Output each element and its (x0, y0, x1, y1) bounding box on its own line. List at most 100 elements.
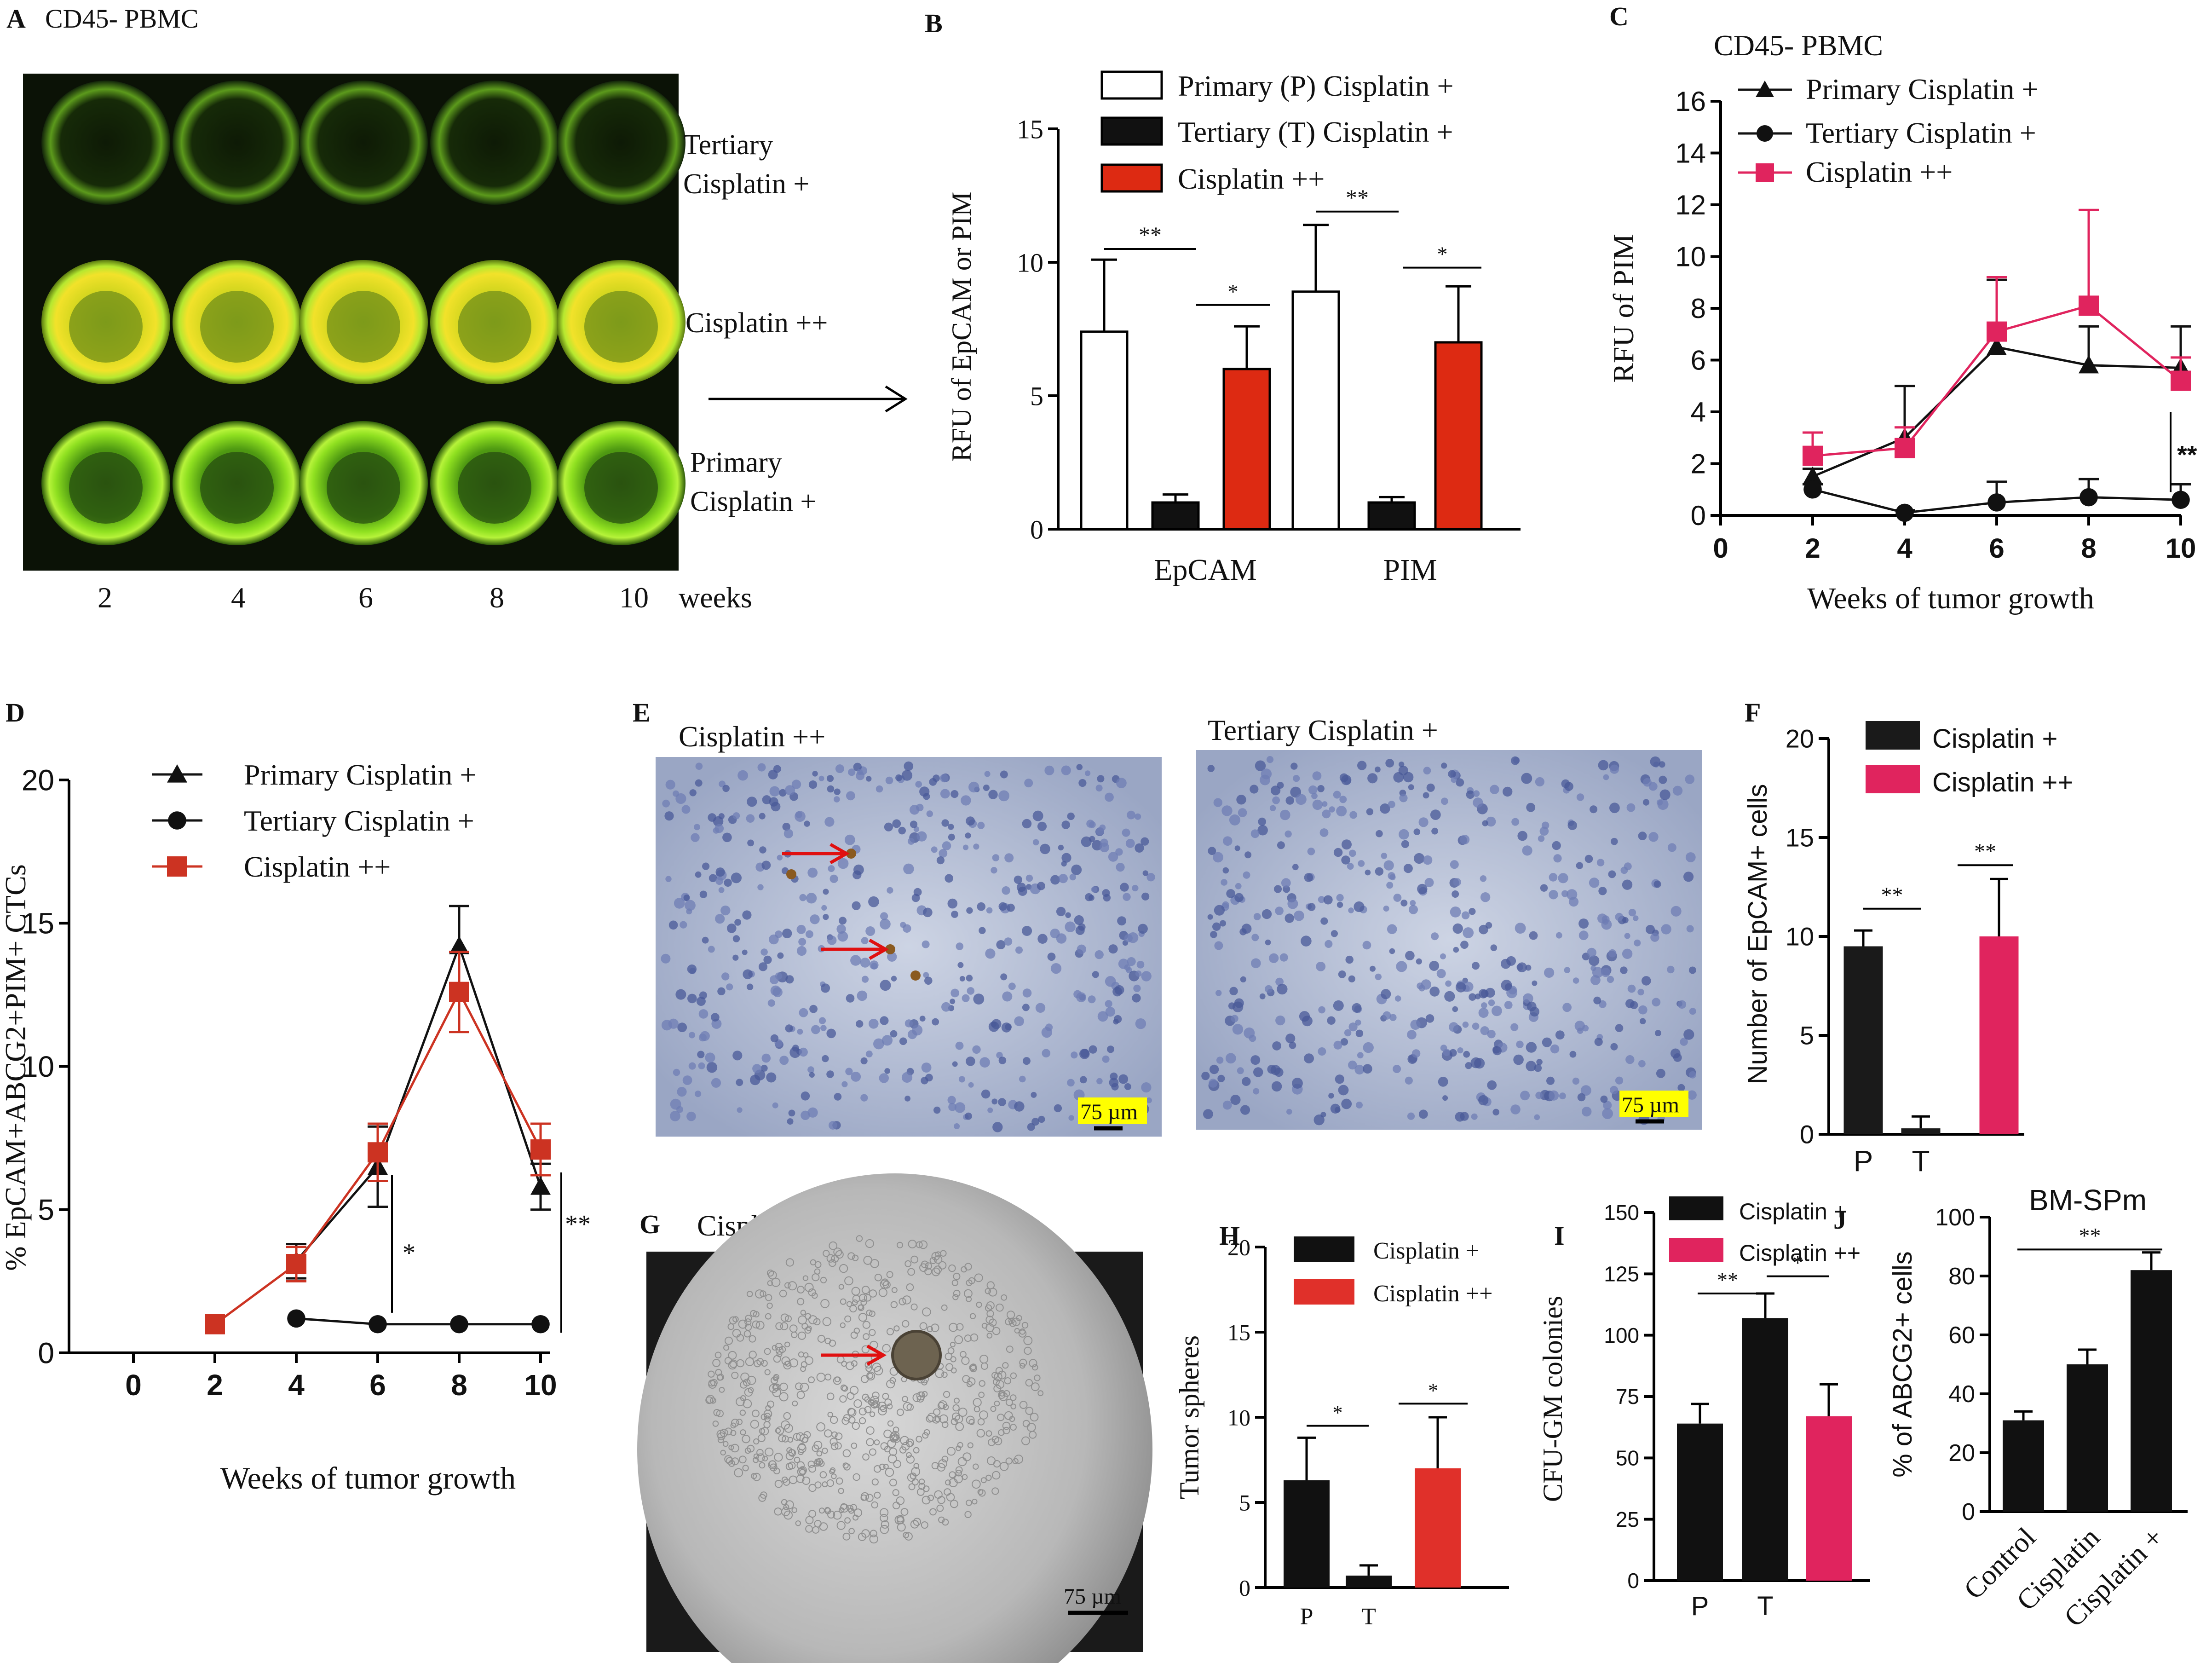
category-label: P (1854, 1144, 1873, 1178)
bright-cell (713, 1409, 721, 1416)
y-tick-label: 4 (1691, 397, 1706, 427)
cell-nucleus (770, 975, 779, 985)
significance-label: * (1428, 1379, 1438, 1402)
bright-cell (901, 1442, 910, 1451)
cell-nucleus (1058, 844, 1064, 851)
cell-nucleus (1253, 913, 1261, 920)
cell-nucleus (1269, 953, 1279, 963)
cell-nucleus (1559, 1092, 1566, 1100)
cell-nucleus (737, 770, 748, 781)
cell-nucleus (1146, 1097, 1152, 1103)
bright-cell (747, 1444, 755, 1453)
cell-nucleus (947, 1096, 956, 1104)
cell-nucleus (1240, 1105, 1250, 1115)
bright-cell (771, 1376, 778, 1384)
cell-nucleus (1383, 906, 1389, 912)
cell-nucleus (1132, 993, 1141, 1003)
marker-triangle (1756, 81, 1774, 97)
cell-nucleus (979, 1057, 990, 1068)
marker-square (1756, 163, 1774, 182)
cell-nucleus (1250, 785, 1259, 794)
bright-cell (851, 1443, 858, 1449)
bright-cell (911, 1478, 919, 1486)
cell-nucleus (845, 1068, 853, 1075)
bright-cell (765, 1447, 774, 1457)
cell-nucleus (1304, 873, 1313, 882)
y-tick-label: 60 (1948, 1322, 1975, 1349)
cell-nucleus (1532, 980, 1538, 986)
cell-nucleus (972, 1045, 981, 1054)
cell-nucleus (1608, 949, 1617, 958)
cell-nucleus (1293, 775, 1300, 782)
cell-nucleus (1210, 931, 1217, 938)
bright-cell (736, 1359, 744, 1368)
bright-cell (808, 1465, 816, 1473)
bright-cell (874, 1439, 880, 1445)
cell-nucleus (791, 780, 801, 789)
cell-nucleus (1280, 809, 1290, 820)
cell-nucleus (1050, 875, 1060, 885)
bright-cell (847, 1252, 855, 1260)
cell-nucleus (844, 834, 855, 845)
cell-nucleus (675, 989, 686, 1000)
bright-cell (1010, 1372, 1017, 1379)
cell-nucleus (991, 1098, 998, 1105)
cell-nucleus (1042, 1049, 1051, 1058)
cell-nucleus (1396, 961, 1407, 972)
cell-nucleus (1490, 785, 1499, 794)
bright-cell (931, 1267, 940, 1276)
bright-cell (886, 1380, 895, 1389)
bright-cell (768, 1270, 777, 1280)
marker-square (205, 1314, 225, 1334)
cell-nucleus (1387, 924, 1397, 934)
cell-nucleus (954, 1102, 966, 1113)
bright-cell (1022, 1420, 1030, 1427)
cell-nucleus (1038, 1115, 1045, 1123)
cell-nucleus (1407, 1112, 1415, 1120)
bright-cell (892, 1501, 900, 1509)
bright-cell (866, 1438, 874, 1446)
bright-cell (943, 1404, 949, 1410)
cell-nucleus (948, 833, 955, 841)
bright-cell (869, 1289, 877, 1298)
cell-nucleus (1671, 1048, 1681, 1059)
cell-nucleus (761, 1053, 771, 1063)
cell-nucleus (983, 785, 990, 791)
legend-label: Primary Cisplatin + (244, 758, 476, 791)
cell-nucleus (1478, 1095, 1489, 1106)
cell-nucleus (1637, 988, 1644, 996)
cell-nucleus (1689, 1071, 1697, 1079)
cell-nucleus (768, 769, 778, 780)
marker-square (530, 1139, 551, 1160)
stained-cell (786, 869, 796, 879)
category-label: P (1300, 1604, 1313, 1630)
cell-nucleus (1389, 948, 1395, 954)
cell-nucleus (1525, 964, 1532, 971)
panel-a: A CD45- PBMC Tertiary Cisplatin + Cispla… (6, 4, 908, 614)
cell-nucleus (668, 1018, 679, 1029)
cell-nucleus (1271, 1081, 1282, 1092)
cell-nucleus (836, 924, 846, 934)
well-tertiary-3 (430, 81, 559, 205)
stained-cell (910, 970, 921, 981)
bright-cell (839, 1264, 848, 1273)
cell-nucleus (1480, 875, 1487, 882)
cell-nucleus (1103, 894, 1111, 902)
cell-nucleus (1109, 1078, 1119, 1087)
cell-nucleus (792, 1045, 799, 1052)
cell-nucleus (1478, 1008, 1489, 1018)
x-tick-label: 4 (1897, 533, 1912, 564)
marker-circle (1987, 493, 2006, 512)
cell-nucleus (727, 924, 737, 933)
cell-nucleus (1603, 774, 1609, 780)
bright-cell (946, 1493, 955, 1501)
bright-cell (962, 1452, 972, 1461)
fluorescent-wells (41, 81, 685, 545)
cell-nucleus (1304, 1053, 1314, 1064)
x-tick-label: 4 (288, 1369, 305, 1402)
bright-cell (846, 1361, 854, 1370)
bright-cell (900, 1508, 909, 1516)
cell-nucleus (948, 824, 954, 830)
bright-cell (816, 1450, 823, 1457)
